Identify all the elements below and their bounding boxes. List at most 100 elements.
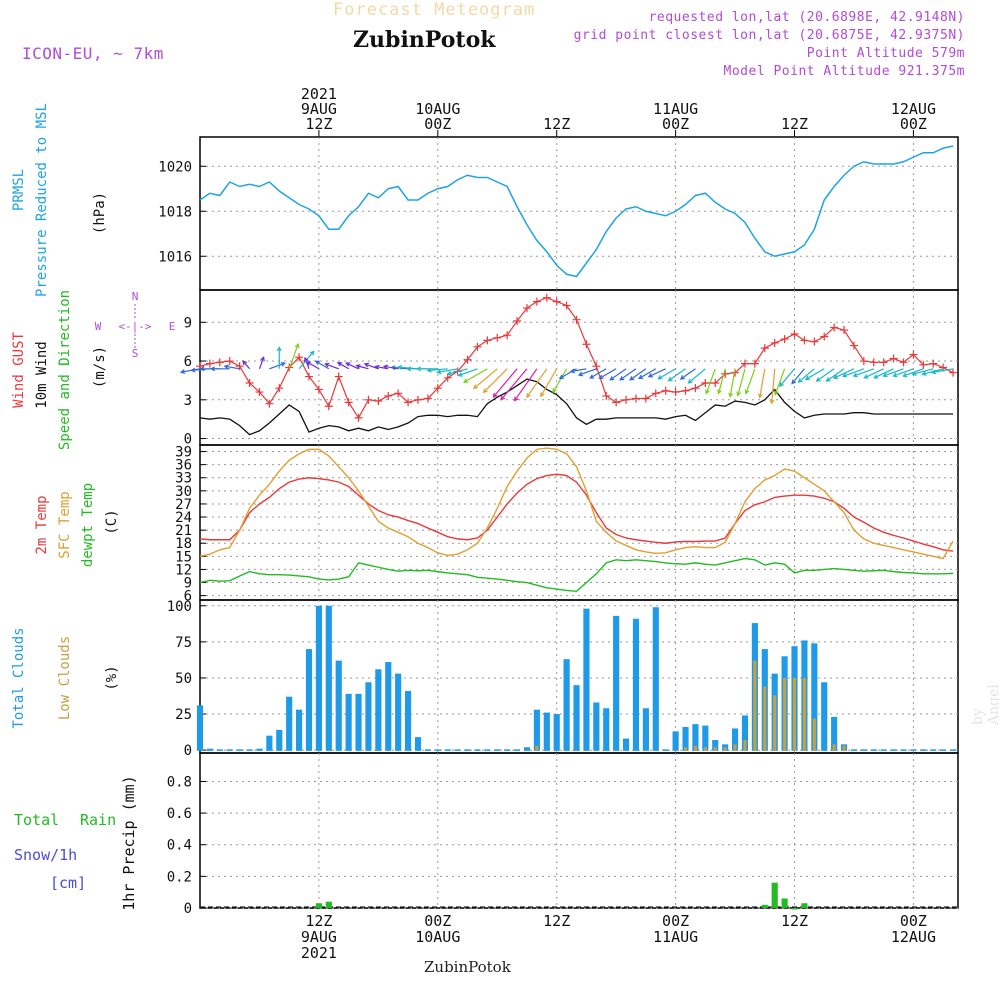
- wind-arrow-head: [374, 364, 380, 370]
- total-clouds-bar: [573, 685, 580, 751]
- wind-arrow-shaft: [629, 368, 647, 381]
- wind-arrow-head: [426, 367, 432, 373]
- gust-marker: [215, 358, 224, 367]
- wind-arrow: [791, 368, 805, 385]
- gust-marker: [869, 358, 878, 367]
- total-clouds-bar: [276, 729, 283, 751]
- wind-arrow-shaft: [737, 368, 746, 396]
- gust-marker: [909, 350, 918, 359]
- total-clouds-bar: [702, 725, 709, 751]
- wind-arrow-shaft: [864, 368, 884, 379]
- wind-arrow-shaft: [559, 368, 577, 379]
- wind-unit-label: (m/s): [92, 346, 108, 388]
- wind-arrow-head: [619, 375, 625, 381]
- total-clouds-bar: [514, 749, 521, 751]
- wind-arrow-shaft: [364, 363, 379, 370]
- wind-arrow: [832, 368, 855, 379]
- compass-south: S: [132, 347, 139, 360]
- wind-arrow-head: [552, 388, 557, 394]
- bottom-time-label: 10AUG: [415, 928, 460, 946]
- wind-arrow: [482, 368, 508, 394]
- y-tick-label: 39: [175, 445, 192, 461]
- wind-arrow: [804, 368, 825, 381]
- wind-arrow-shaft: [337, 362, 349, 370]
- gust-marker: [840, 326, 849, 335]
- total-clouds-bar: [206, 748, 213, 751]
- wind-arrow: [667, 368, 686, 382]
- wind-arrow: [314, 360, 330, 370]
- wind-arrow-shaft: [816, 368, 835, 382]
- total-clouds-bar: [533, 709, 540, 751]
- wind-arrow-shaft: [717, 368, 726, 394]
- wind-arrow-head: [492, 392, 498, 398]
- total-clouds-bar: [821, 682, 828, 751]
- wind-arrow: [647, 368, 666, 378]
- total-clouds-bar: [236, 749, 243, 751]
- wind-arrow-head: [863, 374, 869, 379]
- wind-arrow-head: [457, 372, 463, 377]
- gust-marker: [671, 388, 680, 397]
- wind-arrow-shaft: [526, 368, 548, 398]
- total-clouds-bar: [642, 708, 649, 751]
- compass-east: E: [169, 320, 176, 333]
- wind-arrow: [355, 364, 369, 370]
- gust-marker: [542, 293, 551, 302]
- requested-lonlat: requested lon,lat (20.6898E, 42.9148N): [648, 10, 965, 25]
- wind-arrow: [687, 368, 706, 384]
- wind-arrow-shaft: [791, 368, 805, 384]
- wind-arrow-shaft: [483, 368, 508, 393]
- wind-arrow: [629, 368, 647, 381]
- wind-arrow-head: [705, 389, 710, 395]
- snow-unit-label: [cm]: [50, 874, 86, 892]
- wind-arrow-shaft: [242, 360, 251, 370]
- wind-arrow-head: [815, 377, 821, 382]
- low-clouds-bar: [773, 695, 777, 751]
- temp-unit-label: (C): [104, 509, 120, 534]
- gust-marker: [899, 358, 908, 367]
- wind-arrow-shaft: [356, 365, 369, 370]
- wind-arrow: [902, 368, 924, 378]
- dewpoint-line: [199, 557, 954, 592]
- wind-arrow: [242, 360, 251, 370]
- y-tick-label: 18: [175, 536, 192, 552]
- panel-frame-2: [199, 289, 959, 446]
- total-clouds-bar: [613, 615, 620, 751]
- temp-2m-line: [199, 473, 954, 552]
- top-time-label: 00Z: [662, 115, 689, 133]
- y-tick-label: 6: [184, 589, 192, 605]
- precip-bar: [801, 903, 808, 908]
- gust-marker: [513, 317, 522, 325]
- wind-arrow-head: [647, 373, 653, 378]
- low-clouds-bar: [743, 740, 747, 751]
- y-tick-label: 9: [184, 576, 192, 592]
- wind-arrow-shaft: [315, 360, 330, 370]
- wind-arrow: [779, 368, 795, 388]
- gust-marker: [295, 353, 304, 362]
- y-tick-label: 27: [175, 497, 192, 513]
- forecast-meteogram-label: Forecast Meteogram: [333, 0, 536, 20]
- gust-marker: [354, 413, 363, 422]
- gust-marker: [582, 340, 591, 349]
- wind-arrow-head: [309, 350, 315, 356]
- wind-arrow-head: [209, 366, 216, 372]
- wind-arrow-head: [930, 369, 937, 375]
- wind-arrow: [773, 368, 786, 396]
- wind-arrow-head: [276, 346, 282, 352]
- wind-arrow-head: [589, 374, 595, 379]
- total-clouds-bar: [226, 749, 233, 751]
- total-clouds-bar: [504, 749, 511, 751]
- wind-arrow-shaft: [514, 368, 538, 401]
- wind-arrow: [930, 368, 954, 375]
- wind-arrow-shaft: [883, 368, 904, 377]
- gust-marker: [800, 336, 809, 345]
- top-time-label: 00Z: [424, 115, 451, 133]
- gust-marker: [433, 384, 442, 393]
- wind-arrow-shaft: [798, 368, 815, 383]
- wind-arrow: [757, 368, 766, 399]
- gust-marker: [949, 368, 958, 377]
- low-clouds-bar: [783, 677, 787, 751]
- gust-marker: [879, 358, 888, 367]
- wind-arrow: [258, 356, 265, 369]
- wind-arrow: [492, 368, 518, 398]
- wind-arrow-head: [540, 392, 545, 398]
